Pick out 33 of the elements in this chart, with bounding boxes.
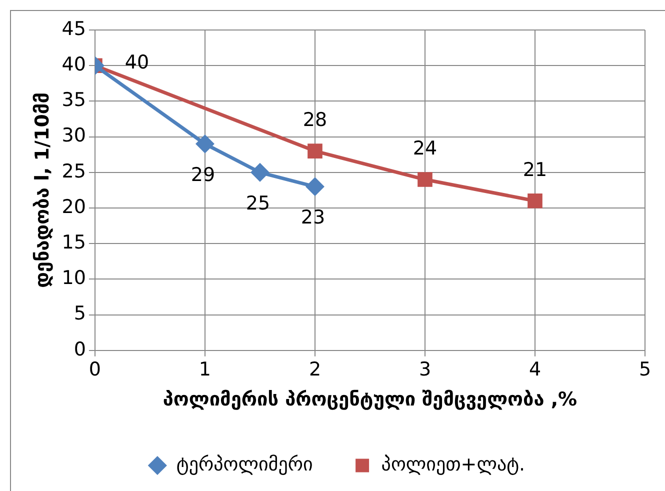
y-tick-label: 25 — [62, 160, 86, 182]
point — [251, 164, 269, 182]
x-tick-label: 4 — [528, 358, 542, 381]
x-tick-label: 1 — [198, 358, 212, 381]
point — [306, 178, 324, 196]
y-tick-label: 0 — [74, 338, 86, 360]
y-tick-label: 45 — [62, 18, 86, 40]
data-label: 25 — [246, 192, 270, 214]
legend-label: ტერპოლიმერი — [176, 453, 313, 476]
x-axis-title: პოლიმერის პროცენტული შემცველობა ,% — [162, 388, 578, 411]
y-axis-title: დენადობა l, 1/10მმ — [31, 92, 54, 288]
point — [196, 135, 214, 153]
point — [308, 144, 322, 158]
data-label: 23 — [300, 206, 326, 229]
x-tick-label: 3 — [418, 358, 432, 381]
y-tick-label: 5 — [74, 302, 86, 325]
legend-label: პოლიეთ+ლატ. — [381, 453, 526, 476]
data-label: 40 — [124, 52, 150, 74]
y-tick-label: 35 — [62, 89, 86, 112]
data-label: 21 — [522, 158, 548, 181]
y-tick-label: 30 — [62, 124, 86, 147]
x-tick-label: 0 — [88, 358, 102, 381]
y-tick-label: 40 — [62, 54, 86, 76]
x-tick-label: 2 — [308, 358, 322, 381]
y-tick-label: 20 — [62, 196, 86, 218]
data-label: 29 — [190, 164, 216, 186]
x-tick-label: 5 — [638, 358, 652, 381]
data-label: 28 — [302, 108, 328, 131]
data-label: 24 — [412, 137, 438, 160]
y-tick-label: 10 — [62, 267, 86, 290]
point — [528, 193, 542, 208]
y-tick-label: 15 — [62, 232, 86, 254]
point — [418, 172, 432, 187]
